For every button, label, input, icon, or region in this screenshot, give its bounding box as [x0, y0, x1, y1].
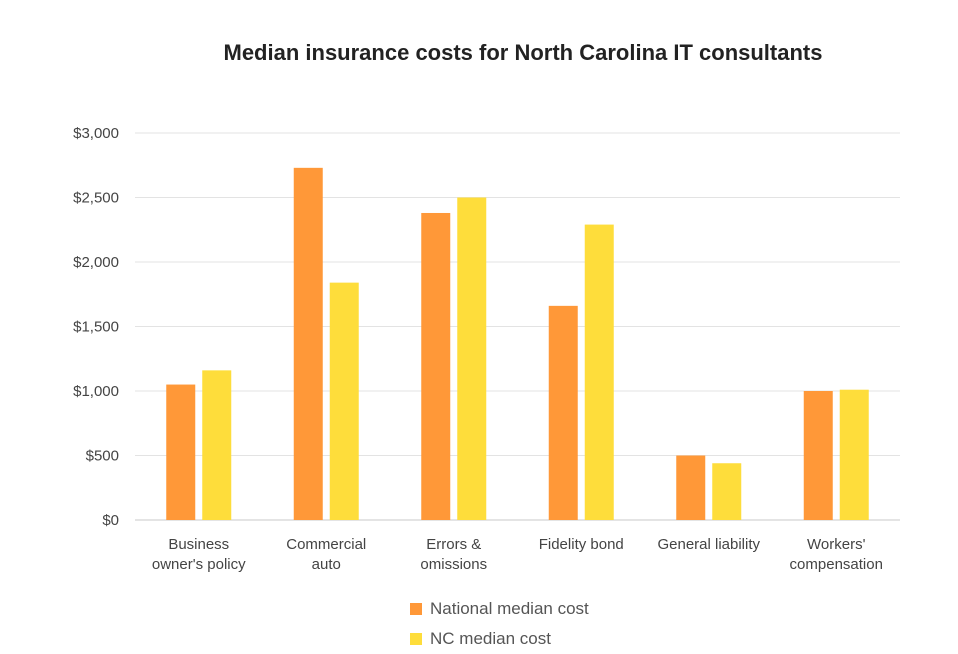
y-axis-tick-labels: $0 $500 $1,000 $1,500 $2,000 $2,500 $3,000: [73, 125, 119, 529]
bar-nc: [712, 463, 742, 520]
bar-national: [548, 305, 578, 520]
legend-label-national: National median cost: [430, 599, 589, 618]
legend: National median cost NC median cost: [410, 594, 589, 654]
legend-swatch-national: [410, 603, 422, 615]
bar-nc: [584, 224, 614, 520]
chart-title: Median insurance costs for North Carolin…: [223, 40, 823, 65]
legend-label-nc: NC median cost: [430, 629, 551, 648]
x-axis-category-labels: Business owner's policy Commercial auto Erro…: [152, 536, 883, 573]
x-category-label: Fidelity bond: [539, 536, 624, 553]
bar-national: [166, 384, 196, 520]
bars: [166, 167, 869, 521]
legend-item-national: National median cost: [410, 594, 589, 624]
y-tick-label: $1,000: [73, 383, 119, 400]
bar-nc: [457, 197, 487, 520]
bar-nc: [202, 370, 232, 520]
x-category-label: Business owner's policy: [152, 536, 246, 573]
bar-nc: [839, 389, 869, 520]
y-tick-label: $0: [102, 512, 119, 529]
bar-national: [803, 391, 833, 520]
x-category-label: Workers' compensation: [790, 536, 883, 573]
y-tick-label: $2,500: [73, 190, 119, 207]
legend-item-nc: NC median cost: [410, 624, 589, 654]
y-tick-label: $3,000: [73, 125, 119, 142]
gridlines: [135, 132, 900, 521]
bar-national: [421, 212, 451, 521]
y-tick-label: $500: [86, 448, 119, 465]
y-tick-label: $1,500: [73, 319, 119, 336]
x-category-label: Errors & omissions: [420, 536, 487, 573]
x-category-label: Commercial auto: [286, 536, 366, 573]
bar-nc: [329, 282, 359, 520]
bar-national: [676, 455, 706, 520]
y-tick-label: $2,000: [73, 254, 119, 271]
x-category-label: General liability: [657, 536, 760, 553]
bar-national: [293, 167, 323, 520]
legend-swatch-nc: [410, 633, 422, 645]
